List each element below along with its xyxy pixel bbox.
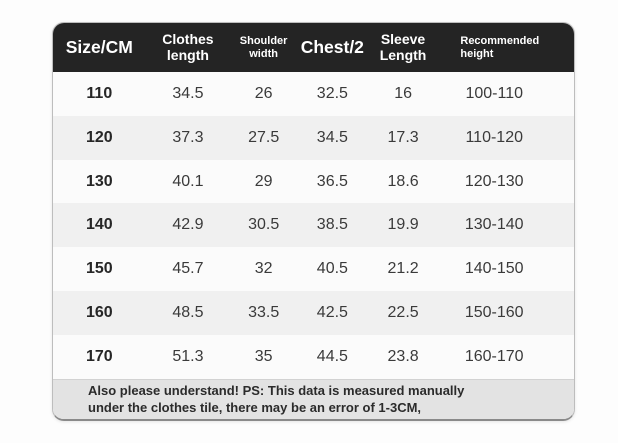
table-cell: 34.5 <box>316 128 348 146</box>
header-cell-sleeve-length: Sleeve Length <box>379 30 427 63</box>
table-cell: 140-150 <box>464 260 524 278</box>
table-cell: 27.5 <box>248 128 280 146</box>
table-cell: 110-120 <box>465 128 523 146</box>
table-row: 110 34.5 26 32.5 16 100-110 <box>53 72 574 116</box>
table-cell: 100-110 <box>465 84 523 102</box>
table-cell: 34.5 <box>172 84 204 102</box>
table-cell: 32.5 <box>316 84 348 102</box>
table-cell: 42.5 <box>316 304 348 322</box>
table-cell: 35 <box>254 347 273 365</box>
table-cell: 16 <box>394 84 412 102</box>
footer-note: Also please understand! PS: This data is… <box>53 378 574 419</box>
table-cell: 33.5 <box>248 304 280 322</box>
table-cell: 17.3 <box>387 128 419 146</box>
table-cell: 40.1 <box>172 172 204 190</box>
table-cell-size: 140 <box>85 216 113 234</box>
size-chart-card: Size/CM Clothes length Shoulder width Ch… <box>52 22 575 421</box>
table-body: 110 34.5 26 32.5 16 100-110 120 37.3 27.… <box>53 72 574 379</box>
table-cell: 37.3 <box>172 128 204 146</box>
table-header-row: Size/CM Clothes length Shoulder width Ch… <box>53 23 574 72</box>
table-cell-size: 130 <box>85 172 113 190</box>
table-cell: 32 <box>254 260 273 278</box>
table-cell: 19.9 <box>387 216 419 234</box>
table-row: 120 37.3 27.5 34.5 17.3 110-120 <box>53 115 574 160</box>
table-cell: 48.5 <box>172 304 204 322</box>
table-cell: 23.8 <box>387 347 419 365</box>
table-cell-size: 120 <box>85 128 113 146</box>
table-cell: 45.7 <box>172 260 204 278</box>
table-cell: 36.5 <box>316 172 348 190</box>
table-cell-size: 160 <box>85 304 113 322</box>
table-cell: 21.2 <box>387 260 419 278</box>
table-row: 170 51.3 35 44.5 23.8 160-170 <box>53 334 574 379</box>
table-row: 130 40.1 29 36.5 18.6 120-130 <box>53 159 574 204</box>
table-row: 140 42.9 30.5 38.5 19.9 130-140 <box>53 203 574 248</box>
header-cell-chest-half: Chest/2 <box>300 36 364 57</box>
table-cell: 30.5 <box>248 216 280 234</box>
table-cell: 44.5 <box>316 347 348 365</box>
table-cell: 38.5 <box>316 216 348 234</box>
header-cell-recommended-height: Recommended height <box>460 35 540 60</box>
footer-note-line2: under the clothes tile, there may be an … <box>88 399 422 415</box>
header-cell-size-cm: Size/CM <box>65 36 133 57</box>
table-cell: 130-140 <box>464 216 524 234</box>
table-cell-size: 110 <box>86 84 113 102</box>
table-row: 150 45.7 32 40.5 21.2 140-150 <box>53 247 574 292</box>
footer-note-line1: Also please understand! PS: This data is… <box>88 382 465 398</box>
table-cell: 40.5 <box>316 260 348 278</box>
table-cell: 51.3 <box>172 347 204 365</box>
table-cell-size: 170 <box>85 347 113 365</box>
table-cell: 29 <box>254 172 273 190</box>
table-row: 160 48.5 33.5 42.5 22.5 150-160 <box>53 291 574 335</box>
table-cell: 120-130 <box>464 172 524 190</box>
table-cell: 22.5 <box>387 304 419 322</box>
table-cell-size: 150 <box>85 260 113 278</box>
table-cell: 160-170 <box>464 347 524 365</box>
header-cell-shoulder-width: Shoulder width <box>239 35 288 60</box>
header-cell-clothes-length: Clothes length <box>162 30 214 63</box>
table-cell: 26 <box>254 84 273 102</box>
table-cell: 42.9 <box>172 216 204 234</box>
table-cell: 18.6 <box>387 172 419 190</box>
table-cell: 150-160 <box>464 304 524 322</box>
